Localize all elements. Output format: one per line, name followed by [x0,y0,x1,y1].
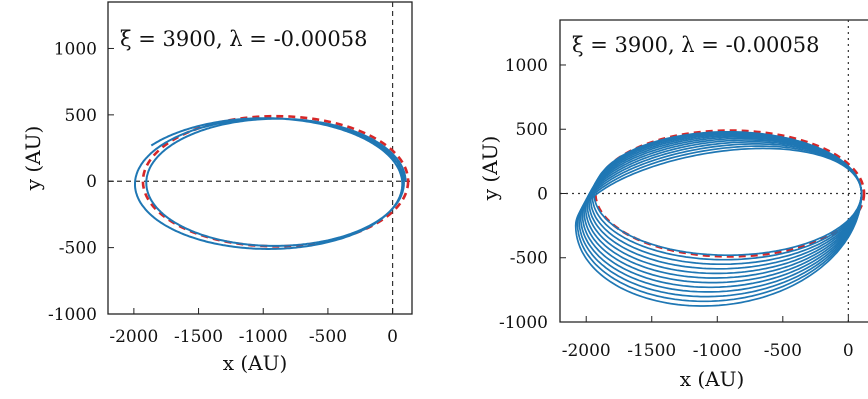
orbit-line-right [583,137,863,284]
x-ticks-left: -2000 -1500 -1000 -500 0 [109,308,398,347]
y-tick-label-left: -500 [59,239,97,259]
x-tick-label-left: -1500 [174,327,223,347]
plot-content-left [108,2,412,314]
y-tick-label-right: -1000 [499,313,548,333]
plot-frame-left [107,1,413,315]
plot-frame-right [559,19,868,323]
orbit-line-right [579,141,863,293]
orbit-line-right [574,147,863,307]
annotation-right: ξ = 3900, λ = -0.00058 [572,33,820,57]
y-tick-label-right: 500 [516,120,548,140]
annotation-left: ξ = 3900, λ = -0.00058 [120,27,368,51]
plot-content-right [560,20,868,322]
x-tick-label-right: -2000 [562,341,611,361]
orbit-line-right [581,139,863,289]
orbit-line-right [578,143,863,298]
y-tick-label-right: -500 [510,249,548,269]
reference-ellipse-right [594,129,866,258]
orbit-line-right [576,145,863,303]
x-tick-label-right: 0 [843,341,854,361]
x-axis-label-right: x (AU) [680,367,745,391]
plot-area-left: ξ = 3900, λ = -0.00058 [107,1,413,315]
x-axis-label-left: x (AU) [223,351,288,375]
panel-left: ξ = 3900, λ = -0.00058 -2000 -1500 -1000 -5… [21,1,413,375]
y-axis-label-right: y (AU) [478,136,502,202]
x-tick-label-right: -500 [764,341,802,361]
plot-area-right: ξ = 3900, λ = -0.00058 [559,19,868,323]
x-tick-label-right: -1500 [627,341,676,361]
orbit-line-left [134,117,407,250]
y-ticks-left: -1000 -500 0 500 1000 [48,39,114,325]
x-tick-label-left: 0 [387,327,398,347]
y-tick-label-right: 0 [537,184,548,204]
y-tick-label-left: 500 [65,106,97,126]
x-tick-label-left: -500 [309,327,347,347]
y-tick-label-left: 1000 [54,39,97,59]
x-tick-label-right: -1000 [693,341,742,361]
y-axis-label-left: y (AU) [21,126,45,192]
y-tick-label-left: 0 [86,172,97,192]
y-tick-label-left: -1000 [48,305,97,325]
x-tick-label-left: -1000 [239,327,288,347]
y-ticks-right: -1000 -500 0 500 1000 [499,56,566,333]
x-ticks-right: -2000 -1500 -1000 -500 0 [562,316,854,361]
orbit-line-right [584,135,863,279]
y-tick-label-right: 1000 [505,56,548,76]
x-tick-label-left: -2000 [109,327,158,347]
panel-right: ξ = 3900, λ = -0.00058 -2000 -1500 -1000 -5… [478,19,868,391]
